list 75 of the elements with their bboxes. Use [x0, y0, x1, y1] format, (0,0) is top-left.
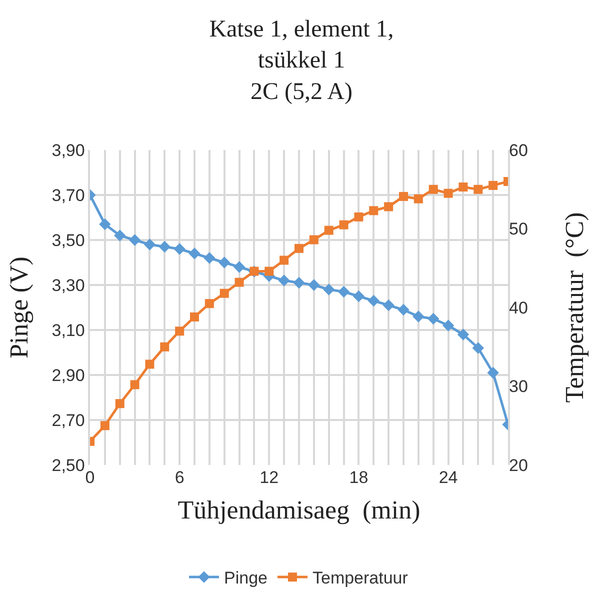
y2-tick-label: 50 — [509, 220, 528, 239]
y2-axis-title: Temperatuur (°C) — [560, 212, 589, 403]
y-tick-label: 3,70 — [52, 186, 85, 205]
x-tick-label: 18 — [349, 468, 368, 487]
point — [100, 421, 110, 430]
x-axis-title: Tühjendamisaeg (min) — [178, 496, 420, 525]
point — [188, 248, 200, 260]
point — [338, 286, 350, 298]
point — [145, 360, 154, 369]
point — [144, 238, 156, 250]
point — [309, 235, 318, 244]
point — [488, 180, 498, 190]
y2-tick-label: 20 — [509, 456, 528, 475]
point — [233, 261, 246, 273]
chart-title: Katse 1, element 1, tsükkel 1 2C (5,2 A) — [209, 16, 394, 105]
x-tick-label: 24 — [438, 468, 458, 487]
y-axis-title: Pinge (V) — [4, 256, 34, 358]
point — [474, 184, 483, 194]
point — [472, 342, 484, 354]
point — [175, 326, 184, 336]
point — [382, 299, 394, 312]
point — [234, 278, 244, 287]
point — [293, 276, 305, 289]
point — [428, 312, 440, 325]
point — [444, 188, 453, 198]
point — [487, 366, 499, 379]
point — [442, 320, 454, 332]
y2-tick-label: 40 — [509, 298, 528, 318]
point — [323, 284, 335, 296]
point — [457, 328, 470, 340]
point — [114, 230, 126, 242]
y-tick-label: 2,70 — [52, 410, 85, 430]
point — [220, 288, 229, 298]
point — [174, 243, 186, 255]
point — [160, 342, 170, 352]
y-tick-label: 3,10 — [52, 320, 85, 340]
point — [352, 290, 365, 302]
y2-tick-label: 60 — [509, 140, 528, 160]
point — [324, 226, 334, 235]
point — [294, 244, 304, 253]
point — [204, 252, 216, 264]
point — [218, 256, 230, 268]
legend-label: Temperatuur — [312, 568, 408, 588]
point — [115, 399, 124, 408]
point — [458, 182, 468, 192]
x-tick-label: 12 — [260, 468, 279, 487]
point — [280, 256, 289, 265]
point — [384, 202, 394, 212]
point — [428, 184, 438, 194]
point — [264, 266, 274, 276]
point — [308, 279, 320, 291]
point — [339, 220, 348, 230]
y2-tick-label: 30 — [509, 377, 528, 396]
y-tick-label: 3,90 — [52, 140, 85, 160]
point — [398, 304, 410, 316]
point — [368, 294, 380, 307]
point — [412, 310, 424, 322]
point — [128, 234, 141, 246]
point — [354, 212, 364, 222]
point — [399, 192, 408, 201]
y-tick-label: 2,90 — [52, 366, 85, 385]
point — [414, 194, 423, 204]
point — [190, 312, 199, 322]
y-tick-label: 3,30 — [52, 276, 85, 295]
y-tick-label: 3,50 — [52, 230, 85, 250]
point — [369, 206, 378, 216]
y-tick-label: 2,50 — [52, 456, 85, 475]
point — [130, 380, 140, 390]
point — [99, 218, 111, 230]
x-tick-label: 6 — [174, 468, 184, 487]
point — [204, 299, 214, 308]
point — [278, 274, 290, 286]
x-tick-label: 0 — [85, 468, 95, 487]
point — [158, 240, 170, 253]
legend-label: Pinge — [224, 568, 268, 588]
